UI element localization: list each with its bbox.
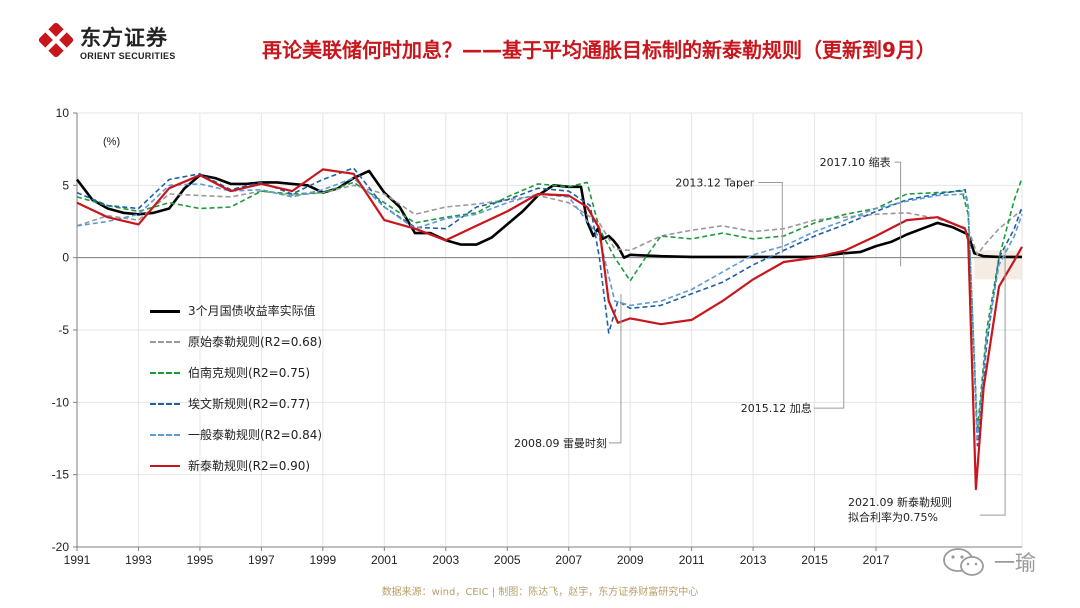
legend-label: 一般泰勒规则(R2=0.84) (188, 428, 323, 442)
y-tick-label: 0 (62, 251, 69, 265)
legend-swatch (150, 310, 180, 313)
unit-label: (%) (103, 136, 120, 148)
annotation-label: 2017.10 缩表 (820, 155, 891, 169)
x-tick-label: 2017 (863, 553, 890, 567)
x-tick-label: 2005 (494, 553, 521, 567)
series-line (76, 167, 1023, 447)
y-tick-label: -5 (58, 323, 69, 337)
y-tick-label: 10 (56, 106, 70, 120)
x-tick-label: 1997 (248, 553, 275, 567)
wechat-watermark: 一瑜 (940, 545, 1050, 579)
annotation-leader (758, 181, 783, 254)
wechat-account-name: 一瑜 (994, 551, 1036, 575)
legend-swatch (150, 372, 180, 374)
series-line (76, 168, 1023, 491)
data-source-footer: 数据来源：wind，CEIC | 制图：陈达飞，赵宇，东方证券财富研究中心 (381, 587, 699, 598)
logo-name-cn: 东方证券 (80, 26, 168, 50)
legend-swatch (150, 465, 180, 467)
legend-label: 伯南克规则(R2=0.75) (188, 366, 311, 380)
brand-logo-icon (38, 22, 74, 58)
annotation-label: 2021.09 新泰勒规则 (848, 495, 952, 509)
legend-swatch (150, 341, 180, 343)
x-tick-label: 2015 (801, 553, 828, 567)
x-tick-label: 2001 (371, 553, 398, 567)
annotation-leader (813, 253, 845, 409)
y-tick-label: 5 (62, 178, 69, 192)
legend-label: 原始泰勒规则(R2=0.68) (188, 335, 323, 349)
annotation-label: 拟合利率为0.75% (848, 510, 938, 524)
series-line (75, 169, 1022, 260)
y-tick-label: -15 (52, 468, 70, 482)
legend-swatch (150, 434, 180, 436)
series-line (76, 184, 1023, 256)
x-tick-label: 2009 (617, 553, 644, 567)
x-tick-label: 1993 (125, 553, 152, 567)
annotation-leader (979, 246, 1006, 516)
x-tick-label: 2011 (679, 553, 705, 567)
legend-label: 埃文斯规则(R2=0.77) (188, 397, 311, 411)
x-tick-label: 2007 (555, 553, 582, 567)
series-line (76, 177, 1023, 440)
legend-label: 新泰勒规则(R2=0.90) (188, 459, 311, 473)
x-tick-label: 1991 (64, 553, 91, 567)
y-tick-label: -20 (52, 540, 70, 554)
legend-swatch (150, 403, 180, 405)
x-tick-label: 1999 (310, 553, 337, 567)
annotation-label: 2013.12 Taper (675, 176, 754, 189)
annotation-label: 2008.09 雷曼时刻 (514, 436, 607, 450)
annotation-leader (608, 293, 622, 444)
page-title: 再论美联储何时加息？——基于平均通胀目标制的新泰勒规则（更新到9月） (262, 38, 936, 62)
legend-label: 3个月国债收益率实际值 (188, 304, 316, 318)
y-tick-label: -10 (52, 395, 70, 409)
annotation-leader (894, 161, 902, 267)
x-tick-label: 2013 (740, 553, 767, 567)
x-tick-label: 2003 (432, 553, 459, 567)
annotation-label: 2015.12 加息 (741, 401, 812, 415)
logo-name-en: ORIENT SECURITIES (80, 51, 176, 61)
x-tick-label: 1995 (187, 553, 214, 567)
wechat-icon (943, 548, 984, 576)
brand-logo: 东方证券 ORIENT SECURITIES (38, 22, 198, 70)
